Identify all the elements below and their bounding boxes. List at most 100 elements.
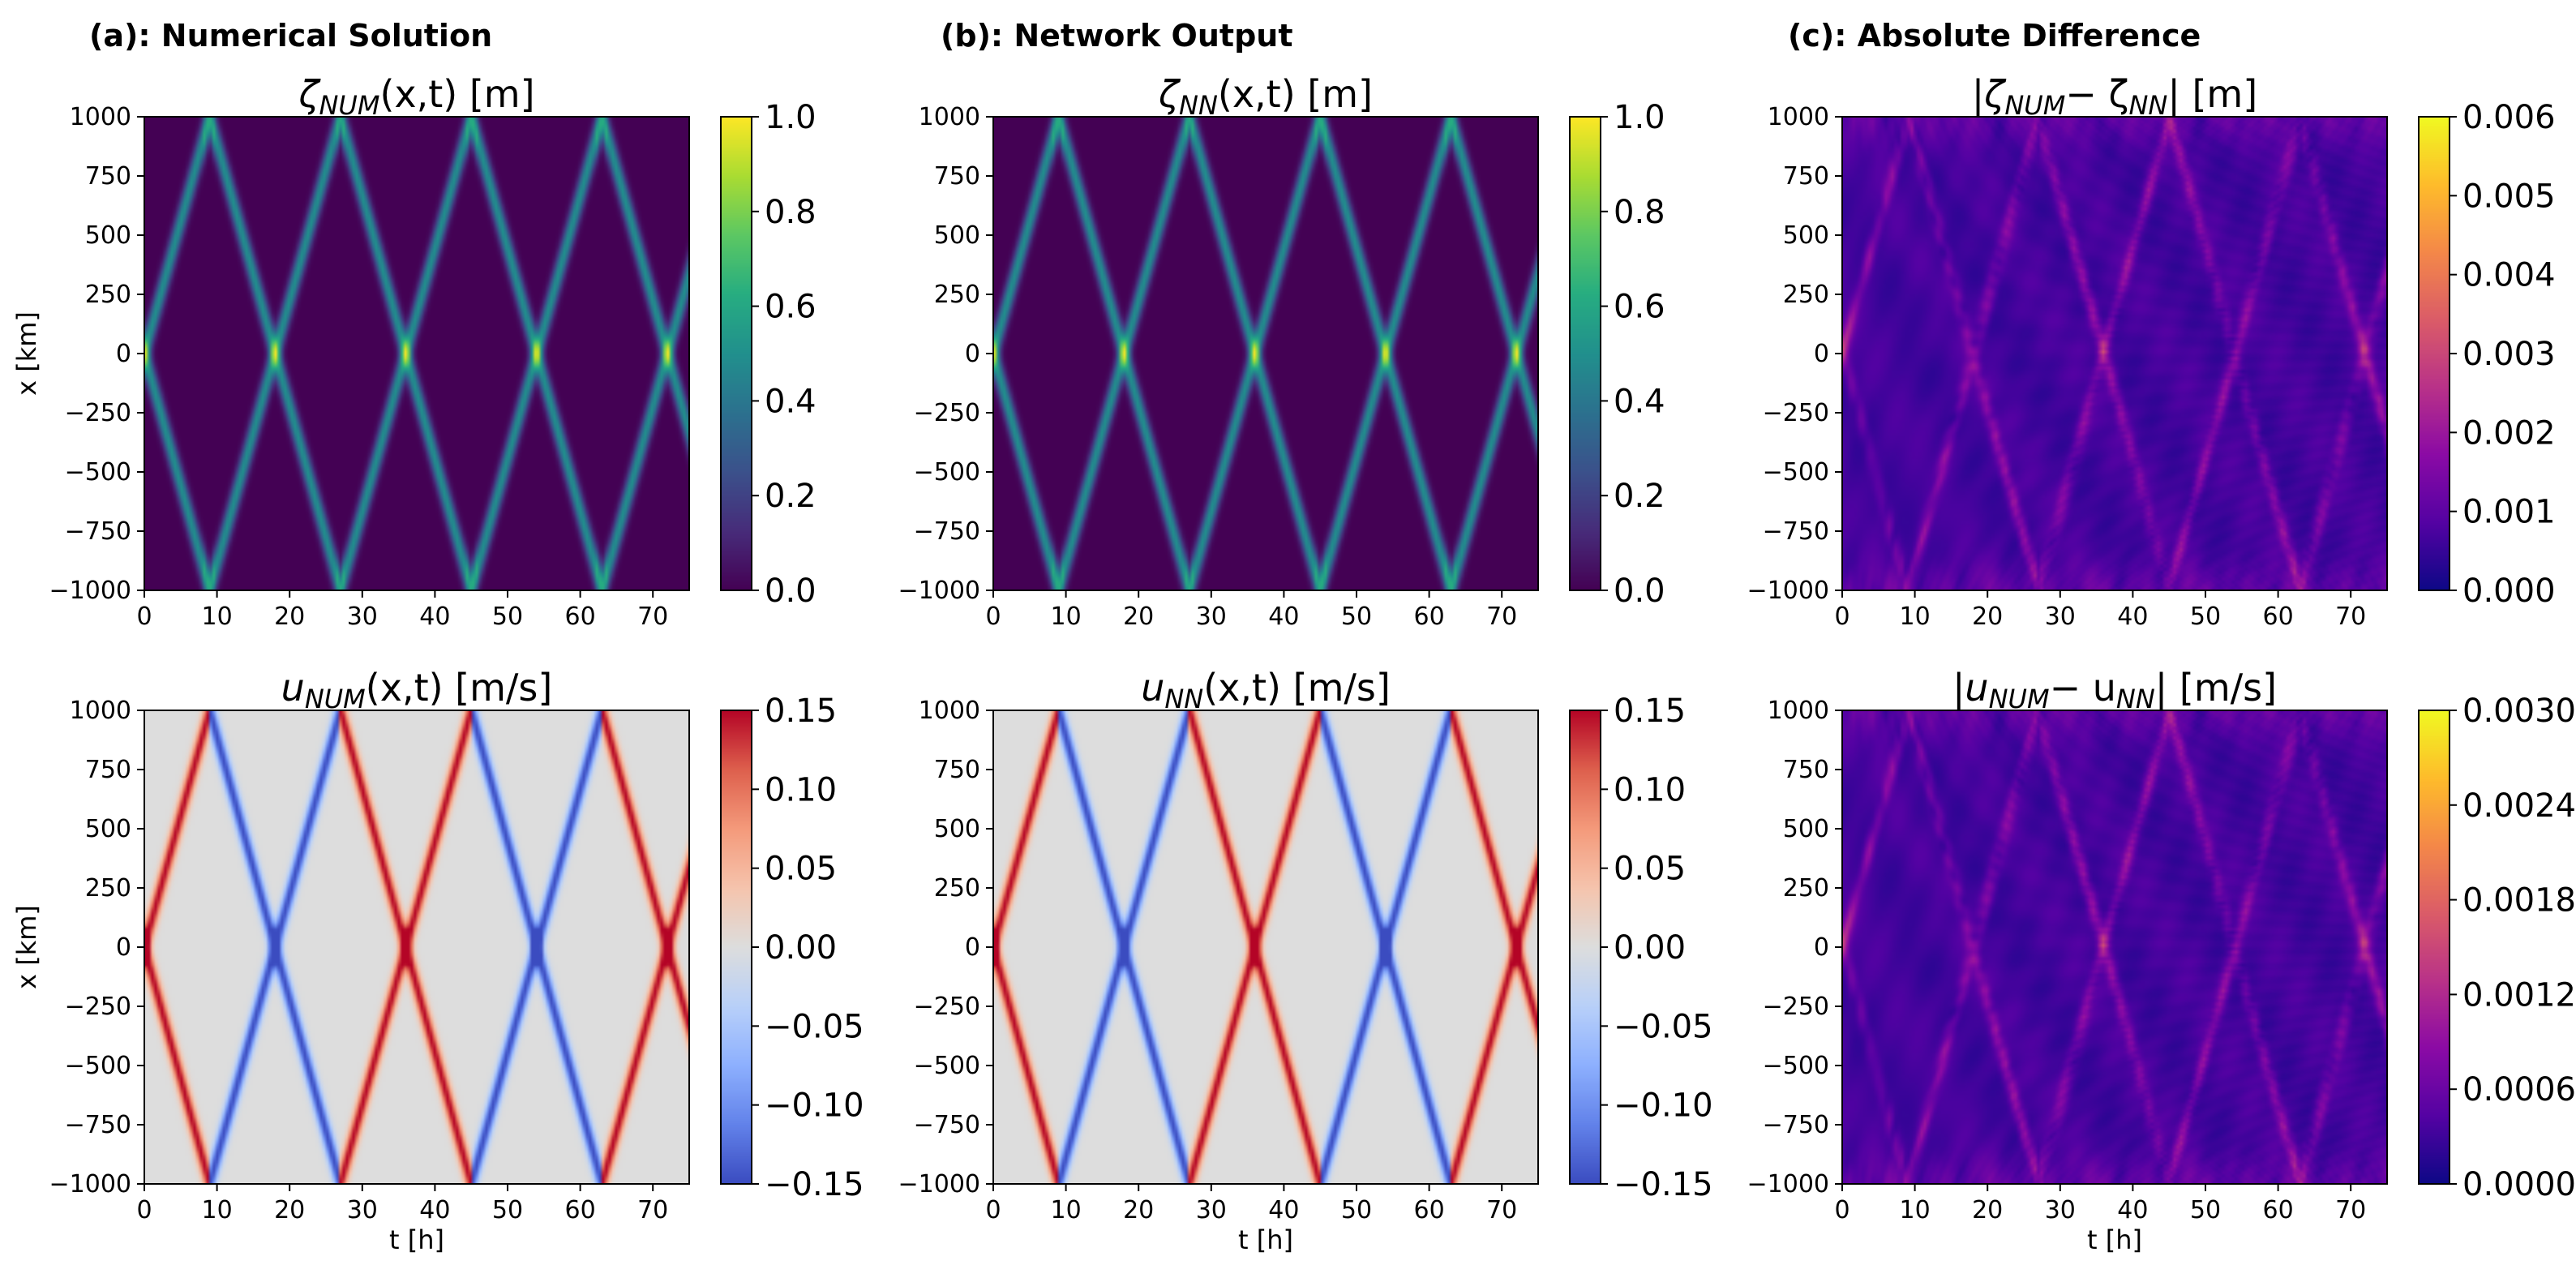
- p-a-zeta-xtick-label: 40: [419, 602, 450, 631]
- p-c-u-heatmap: [1842, 710, 2387, 1184]
- p-c-u-ytick-label: 500: [1783, 815, 1829, 843]
- p-a-u-cbar-label: −0.10: [765, 1087, 864, 1125]
- p-a-u-ytick-label: 0: [116, 933, 131, 962]
- p-a-zeta-cbar-label: 1.0: [765, 99, 817, 136]
- p-a-zeta-ytick-label: −250: [65, 399, 131, 427]
- p-c-u-xtick-label: 20: [1972, 1196, 2003, 1224]
- p-b-zeta-xtick-label: 50: [1341, 602, 1372, 631]
- p-b-u-ytick-label: −250: [914, 993, 980, 1021]
- p-b-zeta-heatmap: [993, 117, 1538, 590]
- p-a-u-xlabel: t [h]: [389, 1224, 444, 1255]
- p-a-u-cbar-label: 0.00: [765, 929, 837, 967]
- p-a-zeta-cbar-label: 0.6: [765, 289, 817, 326]
- p-b-u-ytick-label: 250: [934, 874, 980, 903]
- p-a-u-xtick-label: 10: [202, 1196, 233, 1224]
- p-b-u-xtick-label: 20: [1123, 1196, 1154, 1224]
- p-b-u-ytick-label: −750: [914, 1111, 980, 1139]
- p-a-u-ylabel: x [km]: [11, 905, 42, 989]
- p-c-zeta-ytick-label: 0: [1814, 340, 1829, 368]
- p-a-u-colorbar: [721, 710, 752, 1184]
- p-a-zeta-cbar-label: 0.0: [765, 572, 817, 610]
- p-c-zeta-xtick-label: 20: [1972, 602, 2003, 631]
- p-c-zeta-cbar-label: 0.001: [2462, 494, 2556, 531]
- p-c-zeta-ytick-label: 1000: [1768, 103, 1829, 131]
- p-b-zeta-xtick-label: 60: [1414, 602, 1445, 631]
- p-b-u-xtick-label: 60: [1414, 1196, 1445, 1224]
- p-a-u-xtick-label: 20: [274, 1196, 305, 1224]
- p-c-zeta-colorbar: [2419, 117, 2450, 590]
- p-a-u-xtick-label: 50: [492, 1196, 523, 1224]
- p-c-u-ytick-label: 1000: [1768, 697, 1829, 725]
- p-c-u-xtick-label: 0: [1834, 1196, 1849, 1224]
- p-c-zeta-ytick-label: −500: [1763, 458, 1829, 487]
- p-a-u-cbar-label: 0.15: [765, 693, 837, 730]
- p-c-zeta-xtick-label: 70: [2335, 602, 2366, 631]
- p-a-u-ytick-label: −250: [65, 993, 131, 1021]
- p-a-zeta-cbar-label: 0.8: [765, 194, 817, 231]
- p-a-u-xtick-label: 30: [347, 1196, 378, 1224]
- p-b-u-ytick-label: 0: [965, 933, 980, 962]
- p-c-u-xtick-label: 40: [2117, 1196, 2148, 1224]
- p-b-zeta-xtick-label: 40: [1268, 602, 1299, 631]
- p-a-zeta-xtick-label: 70: [637, 602, 668, 631]
- p-c-zeta-ytick-label: −750: [1763, 517, 1829, 546]
- p-b-zeta-title: ζNN(x,t) [m]: [1158, 72, 1373, 121]
- p-a-zeta-xtick-label: 30: [347, 602, 378, 631]
- p-c-zeta-xtick-label: 40: [2117, 602, 2148, 631]
- p-b-u-xtick-label: 30: [1196, 1196, 1227, 1224]
- p-a-u-ytick-label: 1000: [70, 697, 131, 725]
- p-b-zeta-xtick-label: 10: [1051, 602, 1082, 631]
- p-c-zeta-ytick-label: 500: [1783, 221, 1829, 250]
- column-header-c: (c): Absolute Difference: [1788, 18, 2201, 54]
- p-b-u-cbar-label: −0.15: [1614, 1166, 1713, 1203]
- p-c-u-colorbar-frame: [2418, 710, 2450, 1185]
- p-c-u-ytick-label: −250: [1763, 993, 1829, 1021]
- p-b-u-cbar-label: 0.10: [1614, 771, 1686, 808]
- p-a-u-ytick-label: 500: [85, 815, 131, 843]
- p-c-u-xtick-label: 30: [2045, 1196, 2076, 1224]
- p-c-zeta-cbar-label: 0.000: [2462, 572, 2556, 610]
- p-a-zeta-xtick-label: 20: [274, 602, 305, 631]
- p-b-zeta-ytick-label: −250: [914, 399, 980, 427]
- p-b-zeta-cbar-label: 1.0: [1614, 99, 1665, 136]
- p-c-zeta-heatmap: [1842, 117, 2387, 590]
- p-a-u-ytick-label: 250: [85, 874, 131, 903]
- p-b-zeta-ytick-label: 750: [934, 162, 980, 191]
- p-c-zeta-xtick-label: 10: [1900, 602, 1931, 631]
- p-a-zeta-ytick-label: 0: [116, 340, 131, 368]
- column-header-a: (a): Numerical Solution: [89, 18, 493, 54]
- p-b-zeta-cbar-label: 0.0: [1614, 572, 1665, 610]
- p-c-u-ytick-label: 0: [1814, 933, 1829, 962]
- p-b-u-xlabel: t [h]: [1238, 1224, 1293, 1255]
- p-b-u-ytick-label: 500: [934, 815, 980, 843]
- p-c-u-ytick-label: 250: [1783, 874, 1829, 903]
- p-a-zeta-xtick-label: 0: [136, 602, 152, 631]
- p-a-zeta-ytick-label: 750: [85, 162, 131, 191]
- p-c-u-cbar-label: 0.0018: [2462, 882, 2576, 920]
- p-b-zeta-colorbar-frame: [1569, 116, 1601, 591]
- column-header-b: (b): Network Output: [941, 18, 1293, 54]
- p-c-zeta-cbar-label: 0.005: [2462, 178, 2556, 215]
- p-a-u-ytick-label: 750: [85, 756, 131, 784]
- p-b-zeta-ytick-label: 0: [965, 340, 980, 368]
- p-c-u-ytick-label: −750: [1763, 1111, 1829, 1139]
- p-c-u-ytick-label: −1000: [1747, 1170, 1829, 1199]
- p-b-zeta-cbar-label: 0.2: [1614, 478, 1665, 515]
- p-b-u-ytick-label: −500: [914, 1052, 980, 1080]
- p-b-zeta-xtick-label: 20: [1123, 602, 1154, 631]
- p-b-u-heatmap: [993, 710, 1538, 1184]
- p-c-u-xlabel: t [h]: [2087, 1224, 2142, 1255]
- p-c-u-colorbar: [2419, 710, 2450, 1184]
- p-a-zeta-title: ζNUM(x,t) [m]: [298, 72, 534, 121]
- p-c-zeta-ytick-label: 250: [1783, 281, 1829, 309]
- p-c-u-ytick-label: 750: [1783, 756, 1829, 784]
- p-b-u-xtick-label: 50: [1341, 1196, 1372, 1224]
- p-b-zeta-ytick-label: 250: [934, 281, 980, 309]
- p-a-zeta-ytick-label: 500: [85, 221, 131, 250]
- p-c-u-xtick-label: 70: [2335, 1196, 2366, 1224]
- p-b-u-ytick-label: 1000: [919, 697, 980, 725]
- p-c-zeta-ytick-label: −250: [1763, 399, 1829, 427]
- p-a-zeta-colorbar-frame: [720, 116, 752, 591]
- p-b-zeta-xtick-label: 70: [1486, 602, 1517, 631]
- p-c-u-cbar-label: 0.0000: [2462, 1166, 2576, 1203]
